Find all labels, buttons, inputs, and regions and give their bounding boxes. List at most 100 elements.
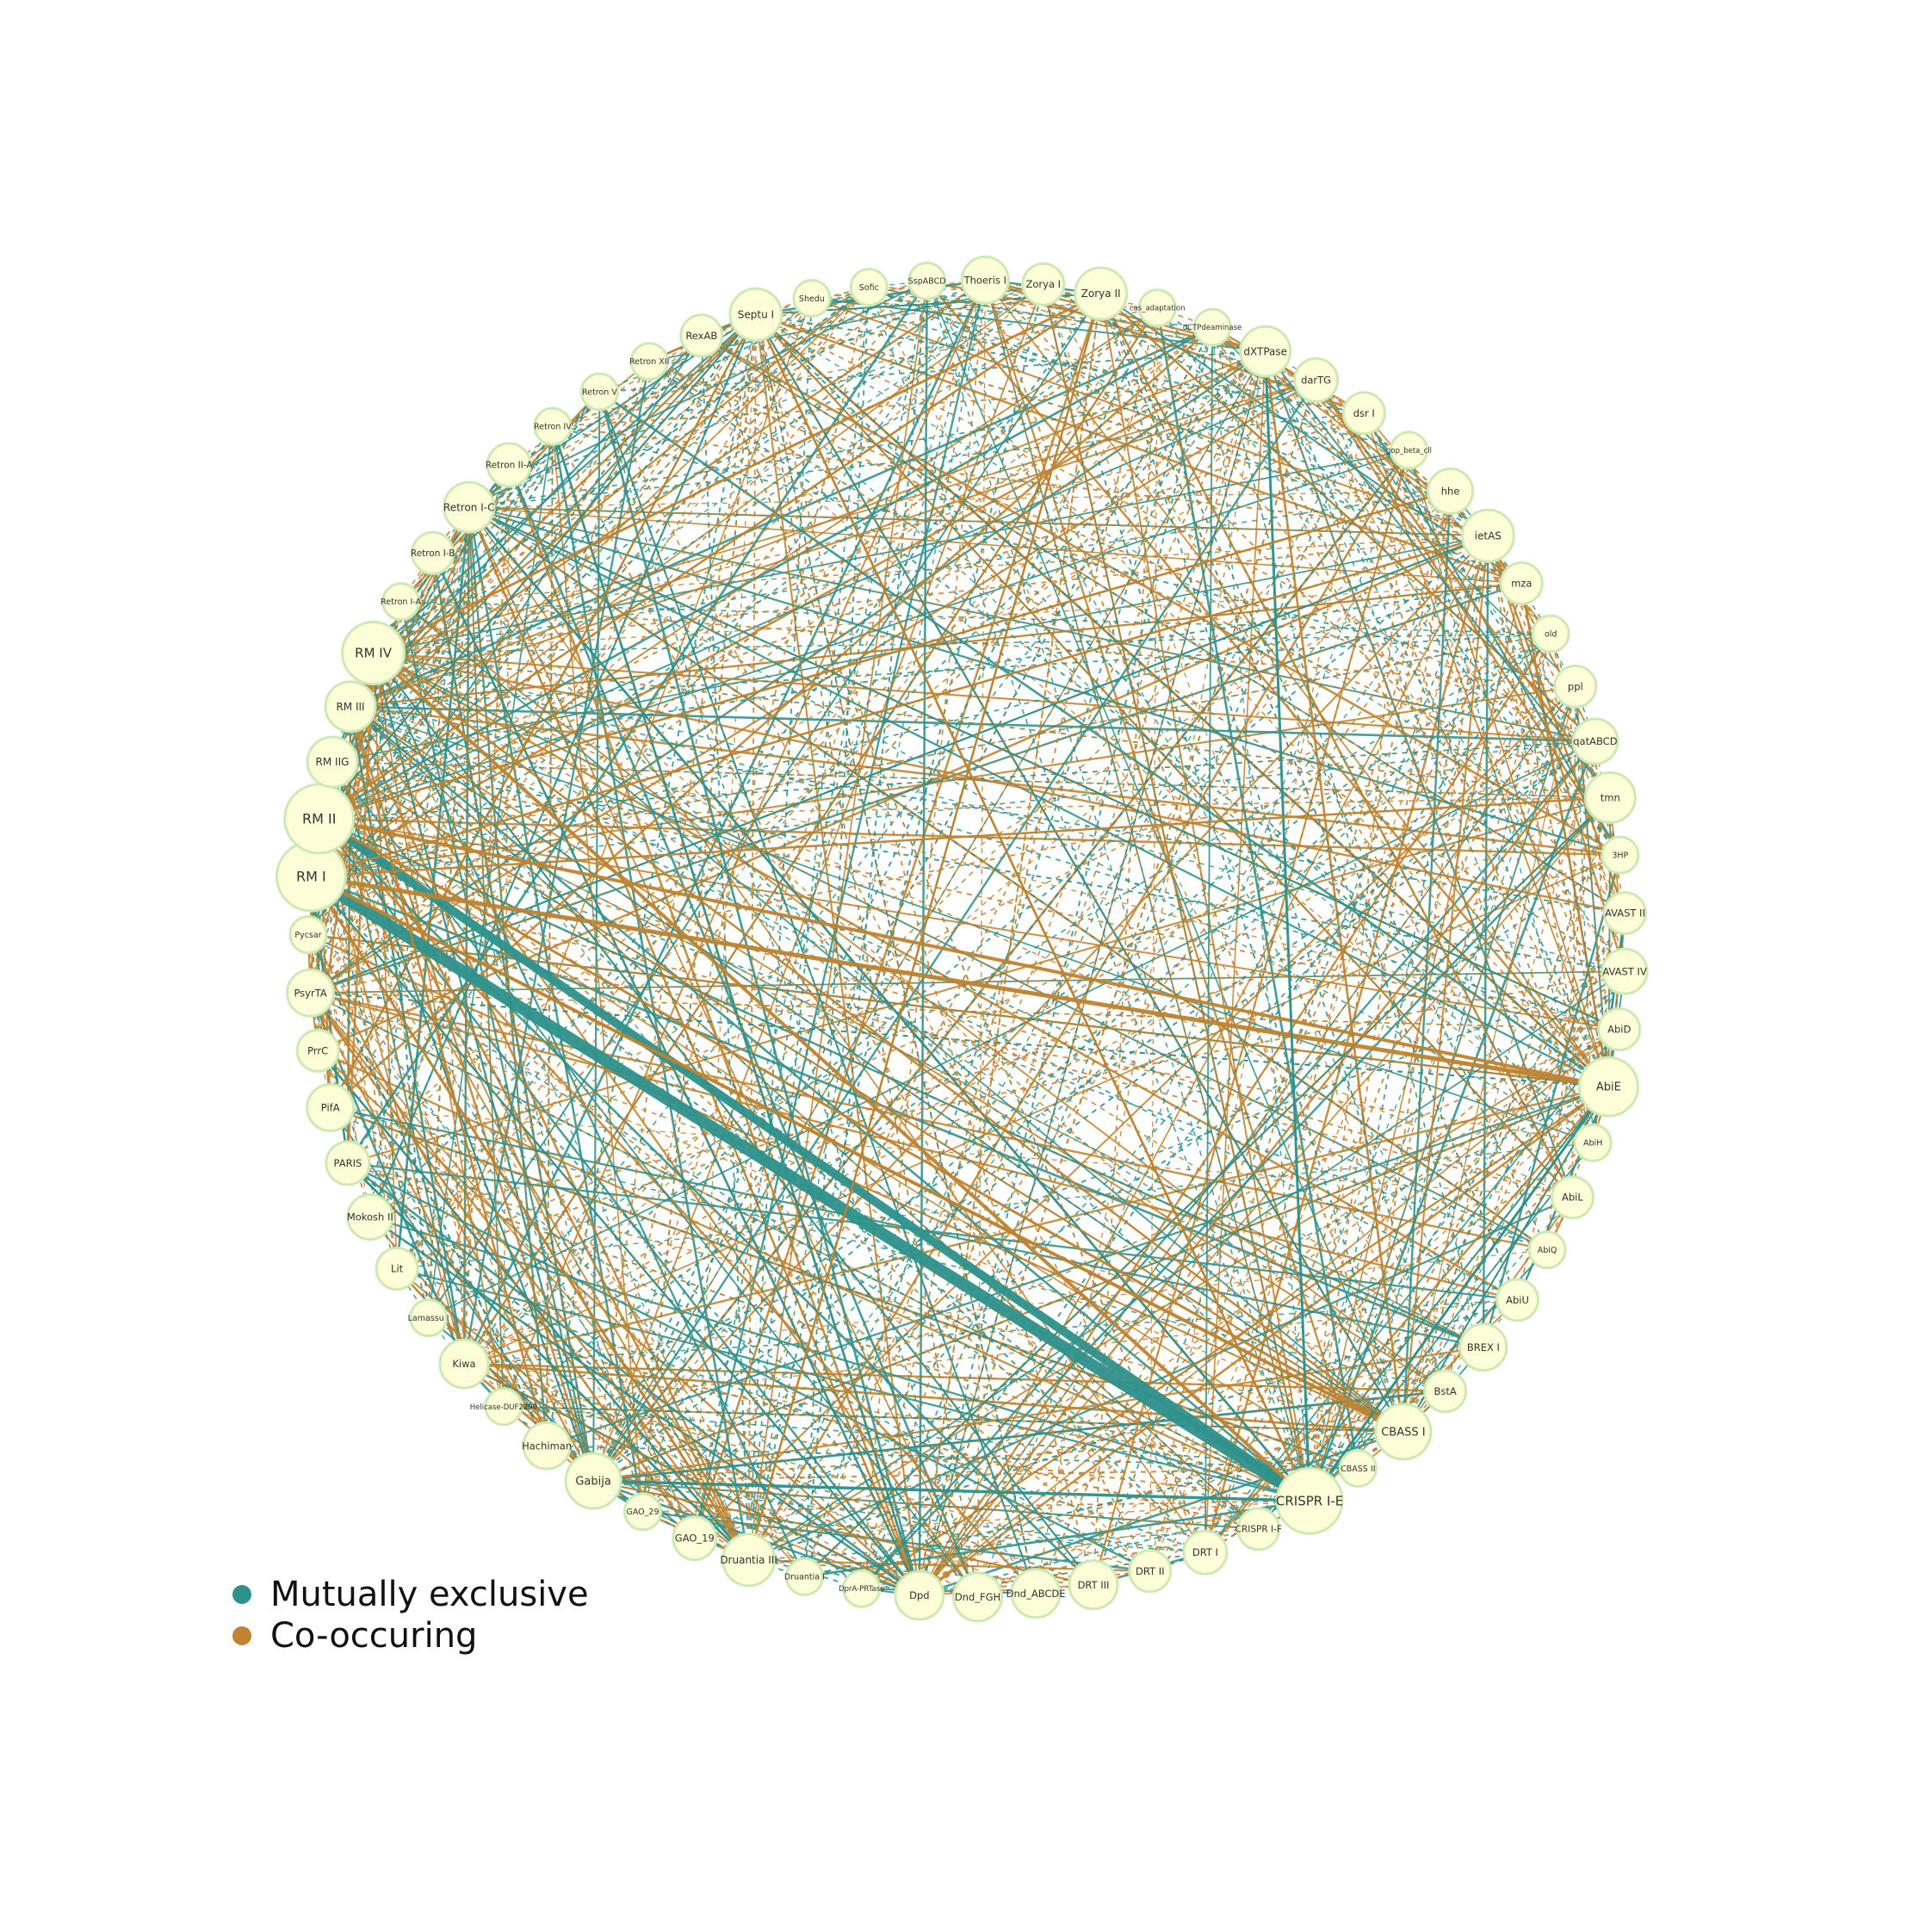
edge-co-occuring [918,633,1552,1596]
edge-co-occuring [310,876,750,1561]
edge-mutually-exclusive [329,1106,594,1482]
node-circle [894,1570,945,1621]
edge-mutually-exclusive [748,1528,1259,1561]
node-label: Lamassu I [408,1314,449,1323]
edge-co-occuring [311,796,1611,878]
edge-mutually-exclusive [592,633,1551,1482]
node-circle [907,261,947,300]
edge-co-occuring [1204,351,1266,1553]
node-circle [842,1569,882,1608]
node-circle [522,1421,572,1471]
node-circle [484,1387,523,1427]
edge-mutually-exclusive [307,933,1260,1530]
node-cbass-i: CBASS I [1374,1403,1433,1461]
edge-mutually-exclusive [350,705,1404,1433]
node-circle [1458,1322,1508,1372]
edge-co-occuring [310,412,1365,994]
edge-co-occuring [1099,293,1574,1198]
node-circle [409,1298,449,1338]
node-bsta: BstA [1423,1369,1468,1414]
edge-co-occuring [592,280,987,1482]
edge-mutually-exclusive [1155,307,1359,1469]
node-mokosh-ii: Mokosh II [346,1193,394,1242]
edge-co-occuring [350,706,979,1598]
node-circle [1236,1507,1281,1551]
edge-co-occuring [349,706,548,1446]
node-circle [1601,947,1649,995]
node-circle [1137,288,1177,328]
edge-co-occuring [319,286,870,820]
node-psyrta: PsyrTA [286,968,336,1018]
node-crispr-i-e: CRISPR I-E [1275,1466,1344,1535]
node-label: DprA-PRTase [839,1585,884,1594]
node-circle [1341,391,1386,436]
node-circle [381,582,421,622]
node-shedu: Shedu [792,279,832,318]
edge-co-occuring [503,1405,1310,1502]
node-label: GAO_29 [626,1508,659,1517]
edge-co-occuring [331,761,505,1408]
edge-mutually-exclusive [1264,350,1574,1198]
edge-mutually-exclusive [693,281,928,1539]
edge-co-occuring [309,280,928,994]
node-label: BREX I [1467,1341,1500,1353]
node-retron-iv: Retron IV [533,406,573,446]
node-label: AbiD [1607,1024,1631,1036]
edge-mutually-exclusive [592,740,1596,1482]
node-pifa: PifA [306,1083,356,1132]
node-circle [952,1571,1003,1623]
edge-mutually-exclusive [396,507,470,1269]
node-druantia-iii: Druantia III [720,1533,777,1588]
edge-mutually-exclusive [468,379,1316,509]
edge-mutually-exclusive [592,449,1410,1482]
edge-co-occuring [860,280,987,1589]
edge-mutually-exclusive [648,360,1610,1088]
edge-co-occuring [1265,350,1626,914]
node-abid: AbiD [1597,1007,1642,1052]
edge-co-occuring [747,535,1489,1561]
edge-mutually-exclusive [346,280,928,1164]
edge-mutually-exclusive [316,814,1312,1505]
edge-co-occuring [319,818,1573,1198]
edge-co-occuring [463,1363,1446,1392]
node-crispr-i-f: CRISPR I-F [1235,1507,1282,1551]
node-label: Retron I-A [381,598,421,607]
node-label: ppl [1568,680,1583,692]
node-label: mza [1511,578,1532,590]
edge-mutually-exclusive [307,313,757,936]
edge-co-occuring [372,652,1311,1502]
node-pycsar: Pycsar [288,915,328,955]
edge-co-occuring [428,1316,920,1596]
node-dxtpase: dXTPase [1239,325,1292,378]
node-circle [1390,430,1428,470]
edge-co-occuring [1408,449,1610,1087]
node-abiq: AbiQ [1527,1230,1567,1270]
edge-mutually-exclusive [373,283,1044,654]
node-circle [324,680,377,734]
node-zorya-i: Zorya I [1021,262,1066,307]
edge-co-occuring [593,1467,1359,1483]
edge-co-occuring [693,350,1266,1539]
node-circle [623,1492,662,1532]
node-dnd-abcde: Dnd_ABCDE [1006,1568,1066,1619]
node-avast-ii: AVAST II [1602,891,1647,936]
edge-co-occuring [396,307,1158,1270]
edge-co-occuring [755,313,1610,1088]
node-circle [679,313,724,358]
edge-co-occuring [1093,307,1159,1585]
edge-mutually-exclusive [372,653,430,1318]
node-label: Kiwa [452,1358,475,1370]
node-label: ietAS [1475,529,1502,542]
edge-mutually-exclusive [641,633,1551,1513]
node-drt-iii: DRT III [1068,1559,1119,1611]
legend: Mutually exclusive Co-occuring [232,1574,589,1656]
edge-co-occuring [1487,536,1610,1087]
edge-co-occuring [463,796,1611,1365]
edge-co-occuring [373,652,1595,743]
edge-co-occuring [1204,1142,1594,1553]
node-circle [1571,717,1619,765]
edge-co-occuring [1546,1086,1610,1251]
edge-mutually-exclusive [1204,686,1576,1553]
edge-co-occuring [1099,293,1519,1301]
edge-co-occuring [592,535,1489,1482]
